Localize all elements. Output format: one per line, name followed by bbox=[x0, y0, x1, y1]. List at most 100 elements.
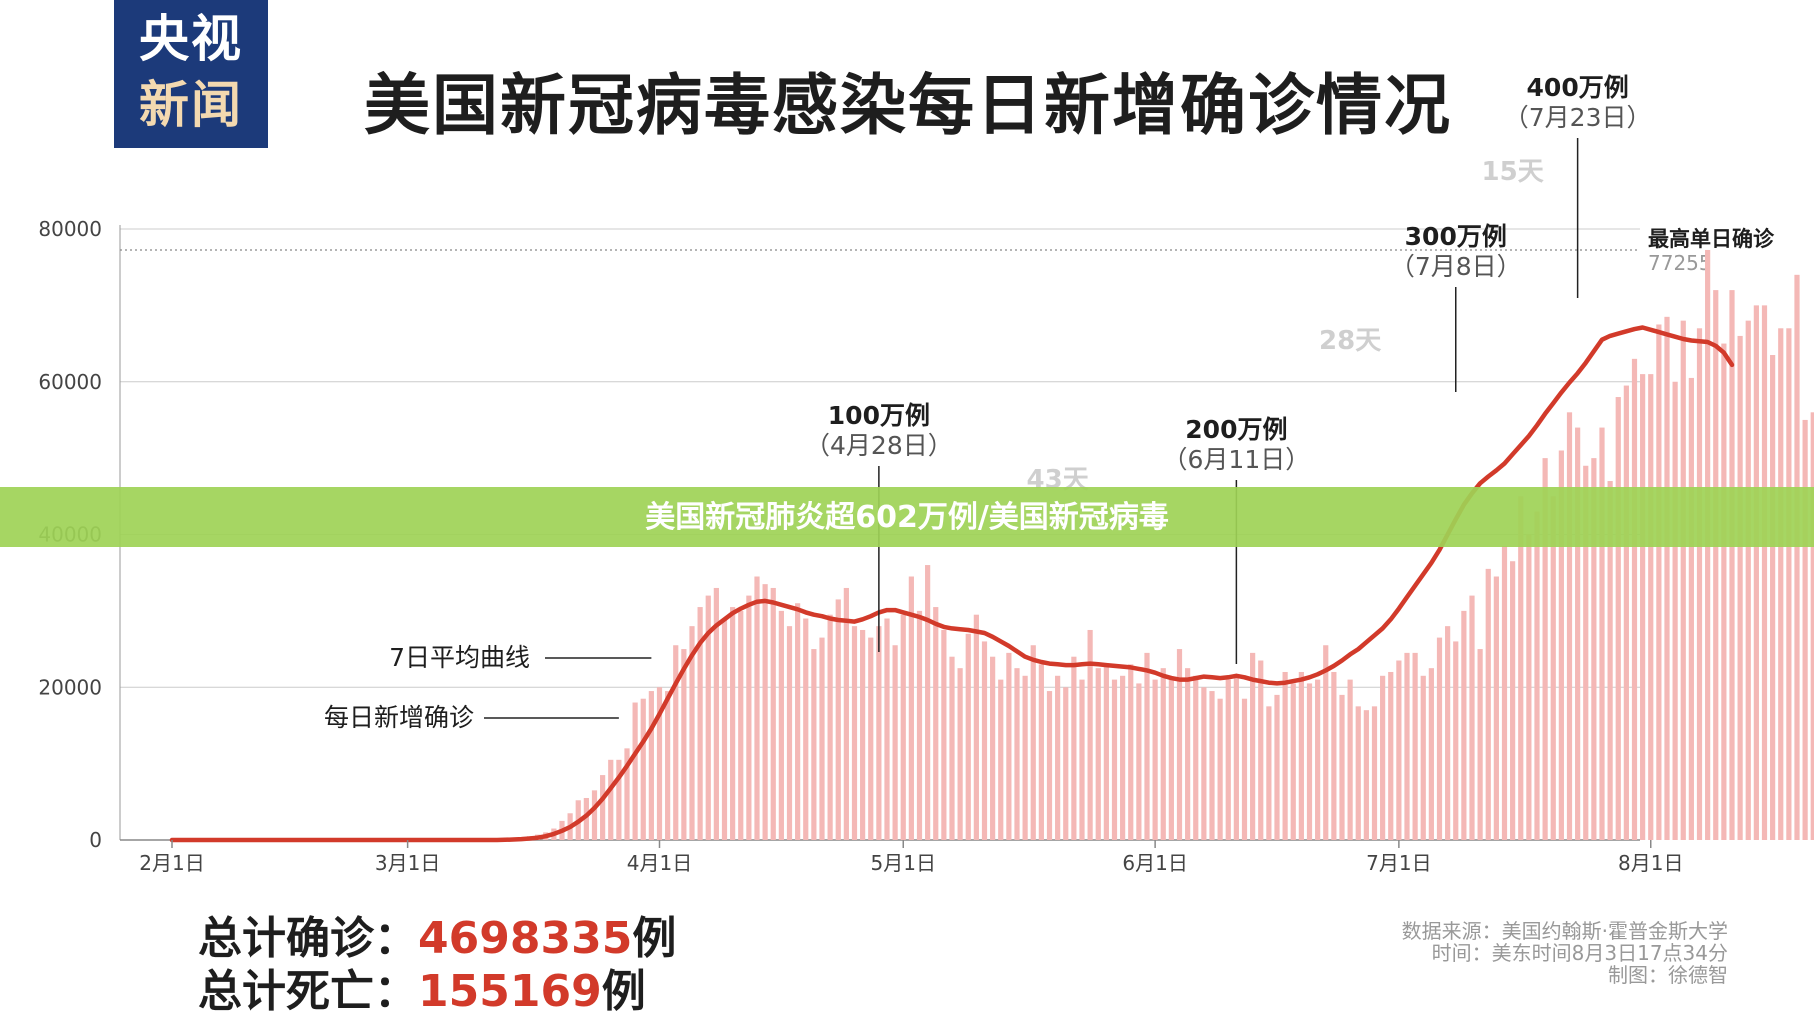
daily-bar bbox=[705, 595, 711, 840]
daily-bar bbox=[1120, 675, 1126, 840]
daily-bar bbox=[1071, 656, 1077, 840]
daily-bar bbox=[1217, 698, 1223, 840]
daily-bar bbox=[1469, 595, 1475, 840]
daily-bar bbox=[1566, 412, 1573, 840]
daily-bar bbox=[803, 618, 809, 840]
daily-bar bbox=[965, 633, 971, 840]
daily-bar bbox=[1168, 679, 1174, 840]
daily-bar bbox=[1477, 649, 1483, 840]
daily-bar bbox=[1266, 706, 1272, 840]
daily-bar bbox=[1136, 683, 1142, 840]
daily-bar bbox=[1648, 374, 1654, 840]
daily-bar bbox=[1380, 675, 1386, 840]
y-tick-label: 80000 bbox=[38, 217, 102, 241]
daily-bar bbox=[681, 649, 687, 840]
x-tick-label: 8月1日 bbox=[1618, 851, 1683, 875]
milestone-label: 300万例 bbox=[1405, 222, 1507, 251]
daily-bar bbox=[746, 595, 752, 840]
daily-bar bbox=[1355, 706, 1361, 840]
total-cases: 总计确诊：4698335例 bbox=[198, 902, 676, 966]
daily-bar bbox=[973, 614, 979, 840]
milestone-date: （6月11日） bbox=[1163, 445, 1311, 474]
daily-bar bbox=[616, 759, 622, 840]
daily-bar bbox=[1696, 328, 1703, 840]
daily-bar bbox=[1518, 496, 1524, 840]
daily-bar bbox=[925, 565, 931, 840]
daily-bar bbox=[941, 629, 947, 840]
daily-bar bbox=[1282, 671, 1288, 840]
daily-bar bbox=[591, 790, 598, 840]
daily-bar bbox=[851, 626, 858, 840]
x-tick-label: 2月1日 bbox=[139, 851, 204, 875]
legend-callout-label: 7日平均曲线 bbox=[389, 643, 530, 672]
daily-bar bbox=[1144, 652, 1150, 840]
daily-bar bbox=[1599, 427, 1605, 840]
daily-bar bbox=[860, 629, 866, 840]
daily-bar bbox=[957, 668, 963, 840]
daily-bar bbox=[1006, 652, 1012, 840]
daily-bar bbox=[1290, 683, 1296, 840]
daily-bar bbox=[900, 614, 906, 840]
interval-label: 28天 bbox=[1319, 326, 1381, 356]
y-tick-label: 0 bbox=[89, 828, 102, 852]
author-line: 制图：徐德智 bbox=[1608, 963, 1728, 987]
daily-bar bbox=[1063, 687, 1069, 840]
logo-line-1: 央视 bbox=[139, 10, 243, 68]
total-deaths-value: 155169 bbox=[418, 966, 602, 1017]
daily-bar bbox=[1079, 679, 1085, 840]
daily-bar bbox=[1721, 343, 1727, 840]
daily-bar bbox=[1753, 305, 1759, 840]
daily-bar bbox=[1160, 668, 1166, 840]
daily-bar bbox=[1656, 324, 1662, 840]
daily-bar bbox=[1315, 679, 1321, 840]
daily-bar bbox=[1534, 511, 1540, 840]
daily-bar bbox=[1022, 675, 1028, 840]
total-cases-value: 4698335 bbox=[418, 913, 633, 964]
daily-bar bbox=[713, 587, 719, 840]
daily-bar bbox=[1363, 710, 1369, 840]
daily-bar bbox=[1445, 626, 1451, 840]
daily-bar bbox=[1485, 568, 1491, 840]
daily-bar bbox=[1396, 660, 1402, 840]
milestone-label: 200万例 bbox=[1185, 415, 1287, 444]
daily-cases-chart: 020000400006000080000最高单日确诊7725599天43天28… bbox=[38, 73, 1814, 875]
total-cases-label: 总计确诊： bbox=[198, 913, 418, 964]
source-credits: 数据来源：美国约翰斯·霍普金斯大学 时间：美东时间8月3日17点34分 制图：徐… bbox=[1402, 920, 1728, 986]
total-deaths: 总计死亡：155169例 bbox=[198, 955, 646, 1019]
daily-bar bbox=[1770, 355, 1776, 840]
daily-bar bbox=[786, 626, 793, 840]
daily-bar bbox=[1095, 668, 1101, 840]
daily-bar bbox=[1323, 645, 1329, 840]
daily-bar bbox=[1103, 664, 1109, 840]
daily-bar bbox=[754, 576, 760, 840]
daily-bar bbox=[648, 691, 654, 840]
daily-bar bbox=[1428, 668, 1434, 840]
daily-bar bbox=[811, 649, 817, 840]
daily-bar bbox=[1713, 290, 1719, 841]
daily-bar bbox=[1298, 671, 1304, 840]
logo-line-2: 新闻 bbox=[139, 76, 243, 134]
daily-bar bbox=[998, 679, 1004, 840]
daily-bar bbox=[1087, 629, 1093, 840]
milestone-label: 400万例 bbox=[1527, 73, 1629, 102]
daily-bar bbox=[981, 641, 988, 840]
daily-bar bbox=[1550, 496, 1556, 840]
daily-bar bbox=[876, 626, 882, 840]
daily-bar bbox=[1250, 652, 1256, 840]
headline-banner: 美国新冠肺炎超602万例/美国新冠病毒 bbox=[0, 487, 1814, 547]
daily-bar bbox=[1347, 679, 1353, 840]
total-deaths-label: 总计死亡： bbox=[198, 966, 418, 1017]
daily-bar bbox=[916, 610, 923, 840]
max-daily-value: 77255 bbox=[1648, 251, 1712, 275]
daily-bar bbox=[1664, 316, 1670, 840]
daily-bar bbox=[1510, 561, 1516, 840]
daily-bar bbox=[1030, 645, 1036, 840]
daily-bar bbox=[884, 618, 890, 840]
daily-bar bbox=[1453, 641, 1459, 840]
daily-bar bbox=[1493, 576, 1499, 840]
daily-bar bbox=[1623, 385, 1629, 840]
daily-bar bbox=[1745, 320, 1751, 840]
daily-bar bbox=[1688, 377, 1694, 840]
daily-bar bbox=[1737, 335, 1743, 840]
daily-bar bbox=[1055, 675, 1061, 840]
